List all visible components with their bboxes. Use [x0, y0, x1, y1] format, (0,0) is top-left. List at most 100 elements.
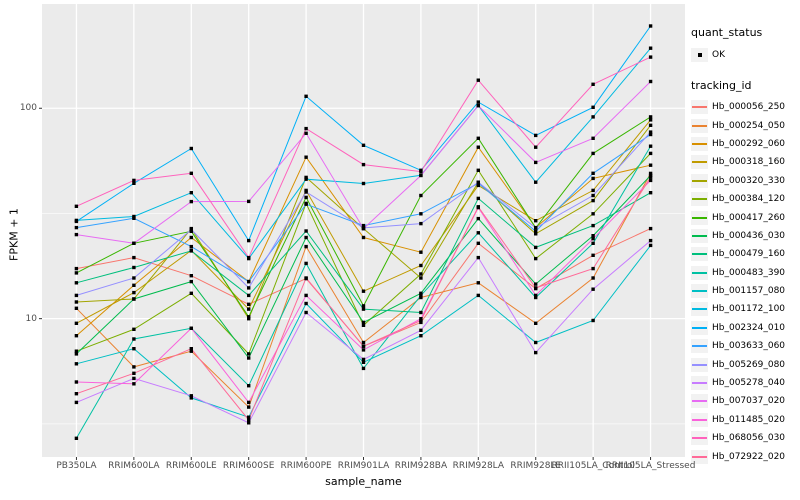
legend-item: Hb_000479_160 [691, 245, 799, 263]
legend-title-quant-status: quant_status [691, 26, 763, 39]
legend-item-label: Hb_003633_060 [712, 341, 786, 352]
data-point [476, 241, 480, 245]
data-point [648, 118, 653, 122]
data-point [361, 357, 366, 362]
data-point [361, 181, 366, 186]
data-point [304, 175, 308, 180]
y-tick-label: 10 [25, 313, 37, 324]
data-point [534, 232, 538, 236]
data-point [361, 289, 366, 293]
data-point [534, 256, 538, 261]
data-point [247, 405, 251, 409]
series-color-swatch [692, 106, 707, 109]
data-point [648, 175, 653, 179]
data-point [247, 352, 251, 356]
legend-item: Hb_002324_010 [691, 319, 799, 337]
legend-item-label: Hb_000483_390 [712, 267, 786, 278]
x-tick-label: PB350LA [56, 461, 97, 471]
data-point [648, 132, 653, 137]
legend-item-label: Hb_072922_020 [712, 451, 786, 462]
data-point [74, 225, 79, 230]
line-key-icon [691, 247, 708, 262]
data-point [476, 103, 480, 108]
data-point [189, 199, 193, 204]
data-point [591, 223, 595, 228]
data-point [304, 202, 308, 206]
data-point [534, 160, 538, 165]
series-color-swatch [692, 345, 707, 348]
data-point [132, 283, 136, 287]
legend-item-label: Hb_007037_020 [712, 396, 786, 407]
data-point [189, 244, 193, 249]
data-point [132, 276, 136, 280]
data-point [132, 347, 136, 351]
data-point [648, 178, 653, 183]
black-point-icon [697, 53, 702, 57]
legend-item-label: Hb_000384_120 [712, 194, 786, 205]
legend-spacer [691, 65, 799, 79]
data-point [591, 198, 595, 203]
legend-entries: Hb_000056_250 Hb_000254_050 Hb_000292_060 H… [691, 98, 799, 466]
data-point [591, 266, 595, 271]
data-point [476, 205, 480, 209]
data-point [591, 253, 595, 257]
data-point [304, 195, 308, 200]
data-point [476, 281, 480, 285]
data-point [247, 307, 251, 311]
series-color-swatch [692, 216, 707, 219]
data-point [132, 178, 136, 183]
data-point [534, 321, 538, 325]
data-point [648, 79, 653, 84]
legend-item-label: Hb_005269_080 [712, 359, 786, 370]
data-point [648, 171, 653, 176]
series-color-swatch [692, 124, 707, 127]
data-point [419, 212, 423, 216]
data-point [361, 235, 366, 240]
series-color-swatch [692, 234, 707, 237]
data-point [304, 293, 308, 298]
legend-item: Hb_011485_020 [691, 411, 799, 429]
legend-item: Hb_000254_050 [691, 116, 799, 134]
series-color-swatch [692, 198, 707, 201]
data-point [247, 238, 251, 243]
data-point [247, 418, 251, 422]
data-point [591, 193, 595, 198]
data-point [132, 327, 136, 331]
data-point [189, 326, 193, 330]
data-point [247, 421, 251, 425]
data-point [534, 180, 538, 184]
data-point [361, 340, 366, 345]
data-point [534, 133, 538, 138]
legend-item-label: Hb_000320_330 [712, 175, 786, 186]
data-point [534, 226, 538, 230]
data-point [132, 255, 136, 260]
data-point [591, 276, 595, 280]
data-point [534, 350, 538, 355]
legend: quant_status OK tracking_id Hb_000056_25… [691, 26, 799, 466]
legend-item-label: Hb_000318_160 [712, 157, 786, 168]
data-point [247, 293, 251, 298]
data-point [361, 307, 366, 311]
line-key-icon [691, 449, 708, 464]
legend-item: Hb_001172_100 [691, 300, 799, 318]
data-point [189, 146, 193, 151]
data-point [74, 321, 79, 325]
data-point [419, 310, 423, 315]
legend-item-label: Hb_000417_260 [712, 212, 786, 223]
x-tick-label: RRIM928BA [394, 461, 448, 471]
series-color-swatch [692, 400, 707, 403]
legend-item-label: Hb_011485_020 [712, 414, 786, 425]
data-point [591, 188, 595, 193]
data-point [419, 276, 423, 280]
legend-item-label: Hb_000292_060 [712, 138, 786, 149]
legend-item: Hb_005269_080 [691, 355, 799, 373]
data-point [591, 171, 595, 175]
data-point [247, 279, 251, 284]
data-point [419, 250, 423, 254]
series-color-swatch [692, 253, 707, 256]
data-point [361, 226, 366, 231]
data-point [189, 347, 193, 351]
data-point [304, 155, 308, 159]
data-point [648, 144, 653, 148]
data-point [132, 216, 136, 220]
